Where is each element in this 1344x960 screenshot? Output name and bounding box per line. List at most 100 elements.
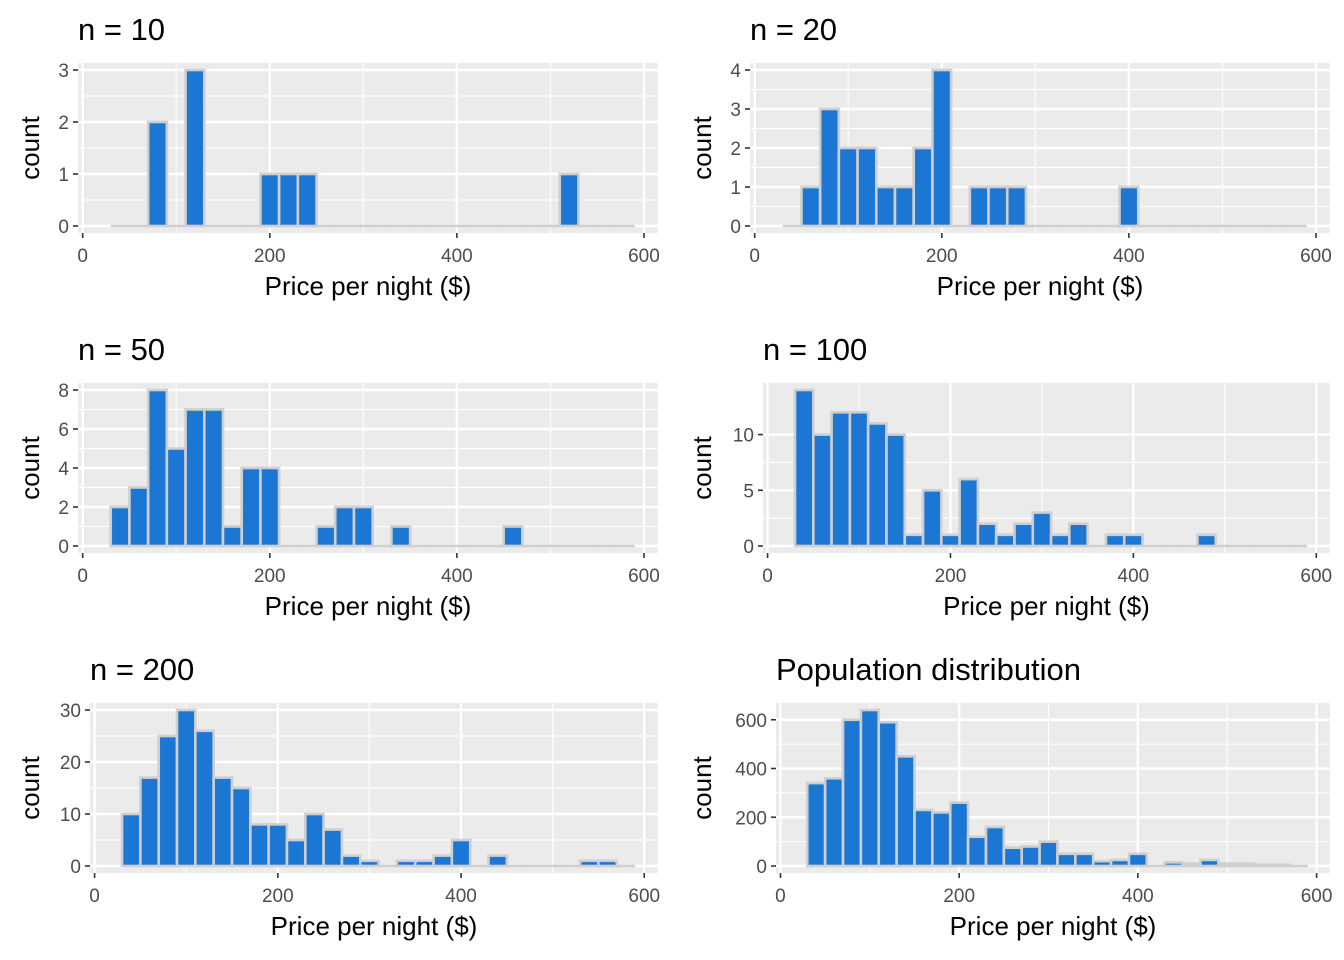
histogram-bar: [793, 388, 815, 548]
y-tick-label: 5: [743, 481, 754, 502]
histogram-bar: [352, 505, 374, 548]
histogram-bar: [597, 859, 619, 868]
x-tick-label: 200: [926, 246, 958, 267]
y-tick-label: 6: [58, 420, 69, 441]
histogram-bar: [830, 410, 852, 548]
histogram-bar: [895, 755, 916, 868]
y-axis-title: count: [687, 115, 717, 179]
histogram-bar: [1074, 852, 1095, 868]
histogram-bar: [259, 172, 281, 228]
x-tick-label: 0: [89, 886, 100, 907]
histogram-bar: [841, 718, 863, 868]
y-tick-label: 0: [730, 217, 741, 238]
histogram-bar: [390, 525, 412, 548]
x-tick-label: 600: [1300, 566, 1332, 587]
y-axis-title: count: [687, 755, 717, 819]
histogram-bar: [948, 801, 970, 868]
histogram-bar: [1068, 522, 1089, 548]
y-tick-label: 10: [60, 805, 81, 826]
histogram-bar: [958, 477, 980, 548]
histogram-bar: [249, 823, 270, 868]
histogram-bar: [837, 146, 859, 228]
histogram-bar: [1252, 863, 1274, 868]
y-axis-title: count: [15, 115, 45, 179]
y-tick-label: 1: [58, 165, 69, 186]
chart-title: n = 200: [90, 652, 194, 687]
histogram-bar: [277, 172, 300, 228]
histogram-bar: [259, 466, 281, 548]
histogram-bar: [395, 859, 417, 868]
x-tick-label: 400: [1122, 886, 1154, 907]
x-tick-label: 400: [1113, 246, 1145, 267]
histogram-bar: [1196, 533, 1217, 548]
histogram-bar: [903, 533, 925, 548]
y-tick-label: 600: [735, 711, 767, 732]
y-tick-label: 0: [743, 537, 754, 558]
histogram-bar: [1002, 846, 1024, 868]
histogram-bar: [1118, 185, 1140, 228]
x-axis-title: Price per night ($): [950, 911, 1157, 941]
y-axis-title: count: [15, 755, 45, 819]
y-tick-label: 1: [730, 178, 741, 199]
histogram-panel-4: 0 5 10 0 200 400 600 Price per night ($) count n …: [687, 332, 1332, 621]
histogram-bar: [502, 525, 524, 548]
chart-title: n = 20: [750, 12, 837, 47]
histogram-bar: [1049, 533, 1071, 548]
y-tick-label: 0: [70, 857, 81, 878]
histogram-panel-3: 0 2 4 6 8 0 200 400 600 Price per night ($) count n…: [15, 332, 660, 621]
histogram-bar: [885, 433, 907, 548]
x-tick-label: 0: [749, 246, 760, 267]
histogram-panel-2: 0 1 2 3 4 0 200 400 600 Price per night ($) count n…: [687, 12, 1332, 301]
histogram-bar: [1199, 858, 1220, 868]
histogram-bar: [413, 859, 435, 868]
histogram-bar: [558, 172, 580, 228]
histogram-bar: [976, 522, 998, 548]
histogram-bar: [859, 708, 881, 868]
x-tick-label: 600: [1300, 246, 1332, 267]
histogram-bar: [1005, 185, 1028, 228]
histogram-bar: [966, 835, 988, 868]
histogram-bar: [1217, 862, 1238, 868]
histogram-bar: [1031, 511, 1053, 548]
histogram-bar: [358, 859, 380, 868]
chart-title: Population distribution: [776, 652, 1081, 687]
histogram-bar: [1056, 852, 1077, 868]
histogram-bar: [146, 120, 169, 228]
histogram-bar: [1020, 845, 1041, 868]
chart-title: n = 100: [763, 332, 867, 367]
histogram-bar: [240, 466, 262, 548]
x-tick-label: 0: [77, 566, 88, 587]
histogram-bar: [1163, 861, 1184, 868]
histogram-bar: [823, 776, 845, 868]
histogram-bar: [1270, 863, 1292, 868]
histogram-bar: [866, 422, 888, 548]
histogram-bar: [968, 185, 990, 228]
histogram-bar: [184, 68, 206, 228]
y-tick-label: 0: [58, 217, 69, 238]
histogram-bar: [175, 708, 197, 868]
histogram-bar: [805, 781, 827, 868]
histogram-bar: [578, 859, 600, 868]
x-tick-label: 600: [1301, 886, 1333, 907]
histogram-bar: [1013, 522, 1035, 548]
histogram-bar: [120, 812, 142, 868]
histogram-bar: [1127, 852, 1149, 868]
y-tick-label: 3: [730, 100, 741, 121]
histogram-bar: [285, 838, 307, 868]
x-tick-label: 200: [254, 566, 286, 587]
x-tick-label: 0: [775, 886, 786, 907]
histogram-bar: [877, 720, 898, 868]
y-tick-label: 2: [58, 113, 69, 134]
histogram-bar: [912, 146, 934, 228]
y-tick-label: 20: [60, 753, 81, 774]
histogram-bar: [202, 408, 225, 548]
x-tick-label: 200: [254, 246, 286, 267]
histogram-bar: [157, 734, 179, 868]
histogram-bar: [800, 185, 822, 228]
histogram-bar: [984, 825, 1006, 868]
x-axis-title: Price per night ($): [271, 911, 478, 941]
histogram-bar: [874, 185, 897, 228]
x-axis-title: Price per night ($): [265, 271, 472, 301]
histogram-bar: [1109, 858, 1131, 868]
x-tick-label: 600: [628, 246, 660, 267]
